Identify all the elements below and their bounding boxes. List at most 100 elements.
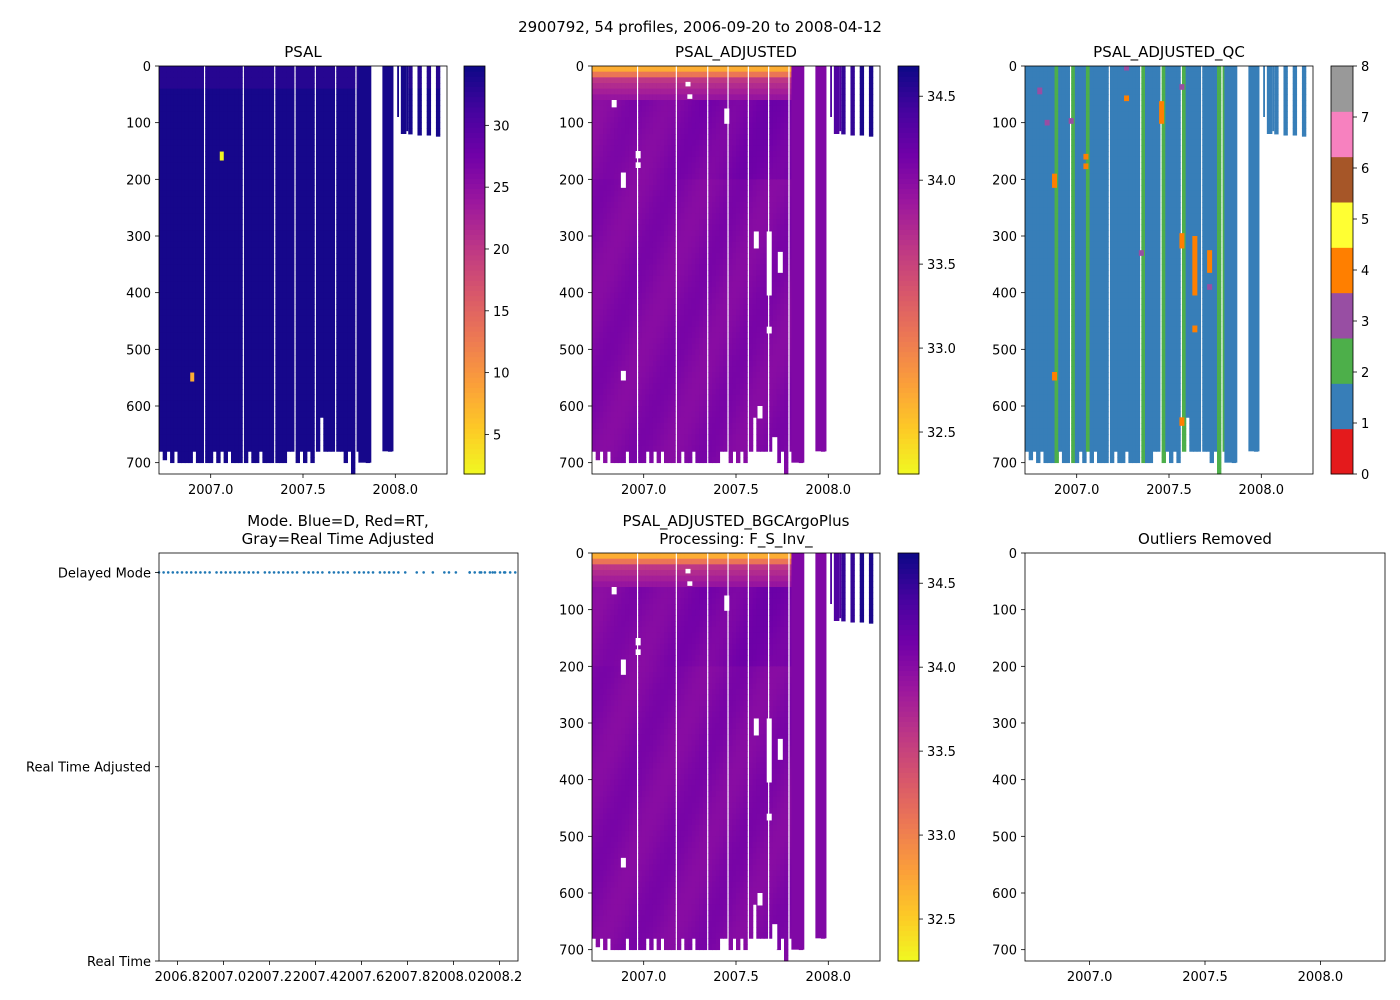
field-cell — [323, 281, 328, 288]
colorbar-segment — [464, 132, 485, 138]
field-cell — [212, 173, 217, 180]
field-cell — [219, 434, 225, 441]
field-cell — [199, 179, 204, 186]
field-cell — [266, 275, 271, 282]
field-cell — [351, 168, 356, 175]
field-cell — [208, 389, 214, 396]
field-cell — [315, 122, 321, 129]
field-cell — [205, 179, 210, 186]
field-cell — [339, 156, 345, 163]
field-cell — [243, 134, 249, 141]
field-cell — [234, 241, 240, 248]
field-cell — [282, 224, 288, 231]
field-cell — [351, 88, 356, 95]
field-cell — [351, 207, 356, 214]
field-cell — [251, 270, 256, 277]
field-cell — [303, 451, 308, 458]
field-cell — [282, 134, 288, 141]
field-cell — [323, 411, 328, 418]
field-cell — [199, 253, 204, 260]
field-cell — [351, 173, 356, 180]
field-cell — [262, 349, 267, 356]
field-cell — [286, 360, 291, 367]
field-cell — [339, 428, 345, 435]
field-cell — [212, 224, 217, 231]
field — [592, 66, 874, 475]
field-cell — [181, 111, 186, 118]
field-cell — [295, 122, 300, 129]
field-cell — [258, 111, 264, 118]
field-cell — [290, 349, 295, 356]
field-cell — [205, 338, 210, 345]
field-cell — [255, 213, 260, 220]
field-cell — [227, 173, 232, 180]
field-cell — [219, 224, 225, 231]
field-cell — [266, 372, 271, 379]
field-cell — [181, 383, 186, 390]
field-cell — [234, 71, 240, 78]
field-cell — [343, 77, 348, 84]
field-cell — [212, 77, 217, 84]
field-cell — [632, 230, 637, 237]
field-cell — [255, 349, 260, 356]
field-cell — [184, 406, 190, 413]
field-cell — [234, 83, 240, 90]
field-cell — [286, 349, 291, 356]
field-cell — [282, 406, 288, 413]
field-cell — [181, 411, 186, 418]
field-cell — [315, 83, 321, 90]
field-cell — [275, 168, 280, 175]
field-cell — [303, 196, 308, 203]
field-cell — [192, 394, 197, 401]
field-cell — [306, 151, 312, 158]
field-cell — [323, 338, 328, 345]
field-cell — [290, 292, 295, 299]
field-cell — [408, 117, 413, 124]
field-cell — [266, 349, 271, 356]
field-cell — [306, 338, 312, 345]
field-cell — [339, 122, 345, 129]
field-cell — [275, 360, 280, 367]
field-cell — [212, 383, 217, 390]
field-cell — [343, 326, 348, 333]
field-cell — [282, 389, 288, 396]
field-cell — [208, 451, 214, 458]
field-cell — [330, 366, 336, 373]
field-cell — [306, 66, 312, 73]
field-cell — [212, 287, 217, 294]
colorbar-segment — [464, 66, 485, 72]
field-cell — [223, 326, 228, 333]
field-cell — [306, 156, 312, 163]
field-cell — [188, 457, 193, 464]
field-cell — [208, 366, 214, 373]
field-cell — [234, 417, 240, 424]
field-cell — [306, 202, 312, 209]
field-cell — [212, 168, 217, 175]
field-cell — [227, 145, 232, 152]
field-cell — [327, 230, 332, 237]
field-cell — [632, 122, 637, 129]
field-cell — [299, 270, 304, 277]
field-cell — [231, 258, 236, 265]
field-cell — [255, 241, 260, 248]
field-cell — [336, 349, 341, 356]
field-cell — [343, 151, 348, 158]
field-cell — [188, 451, 193, 458]
field-cell — [195, 66, 201, 73]
field-cell — [227, 411, 232, 418]
field-cell — [181, 343, 186, 350]
field-cell — [295, 383, 300, 390]
field-cell — [343, 304, 348, 311]
field-cell — [295, 105, 300, 112]
field-cell — [286, 338, 291, 345]
field-cell — [159, 321, 164, 328]
field-cell — [275, 88, 280, 95]
field-cell — [255, 275, 260, 282]
field-cell — [227, 389, 232, 396]
field-cell — [216, 134, 221, 141]
field-cell — [319, 196, 324, 203]
field-cell — [279, 270, 284, 277]
field-cell — [208, 230, 214, 237]
field-cell — [243, 423, 249, 430]
field-cell — [299, 94, 304, 101]
